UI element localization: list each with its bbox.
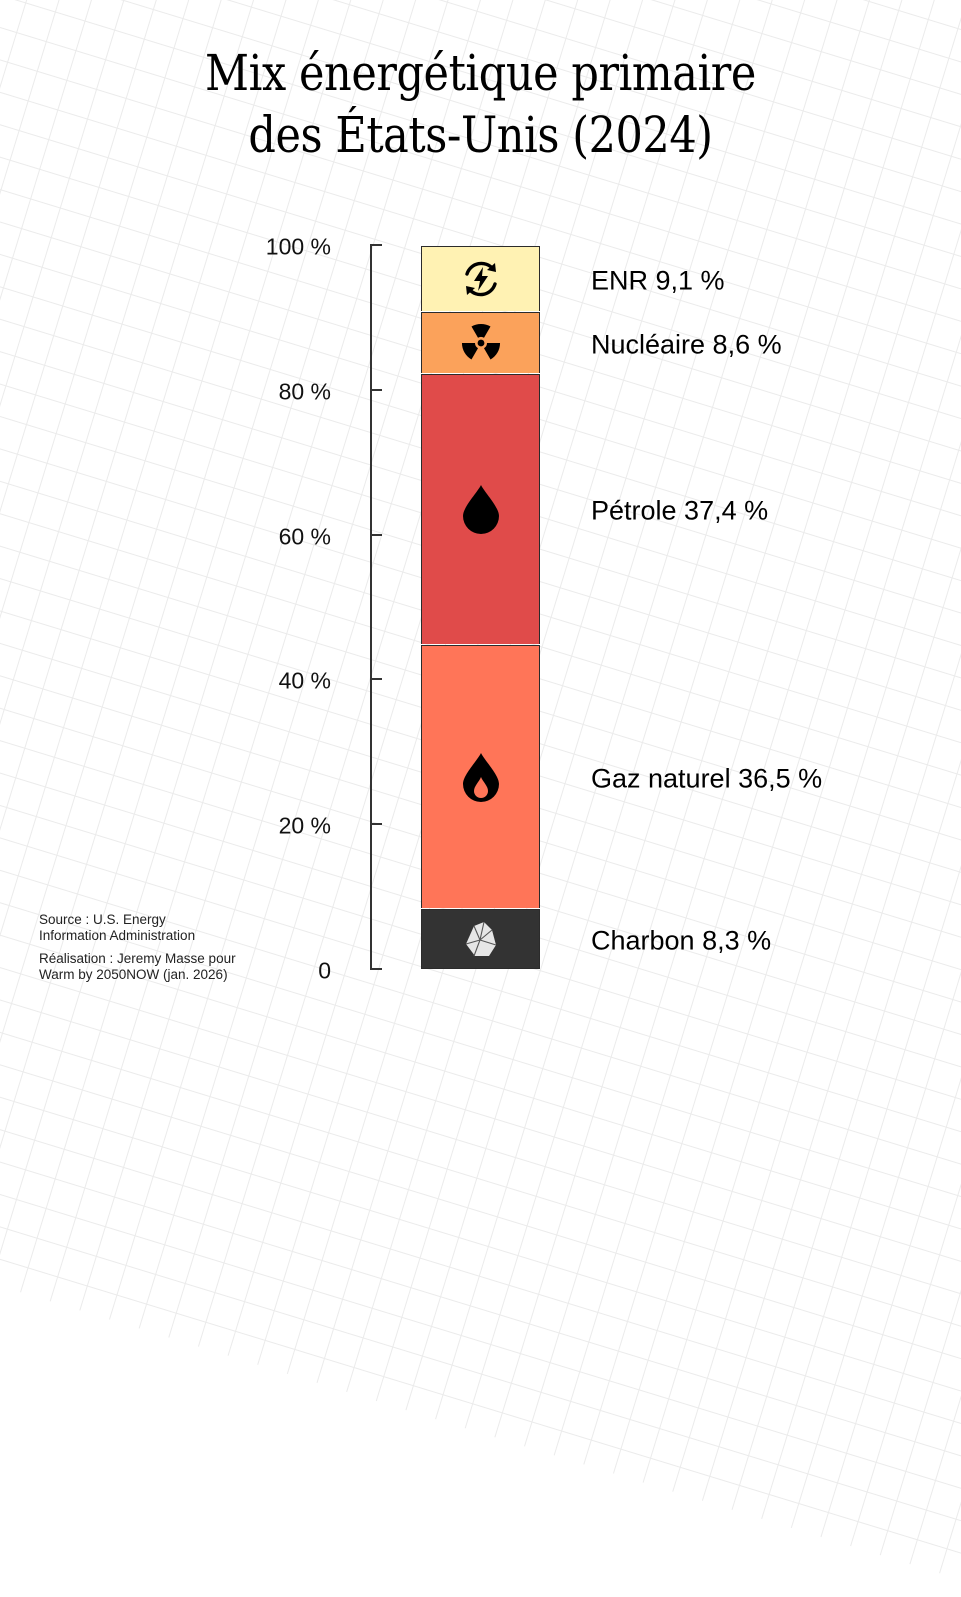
y-axis-tick — [370, 823, 382, 826]
y-axis-tick-label: 80 % — [278, 378, 331, 405]
credit-line-1: Réalisation : Jeremy Masse pour — [39, 951, 236, 966]
y-axis-tick — [370, 533, 382, 536]
y-axis-tick-label: 100 % — [265, 233, 331, 260]
y-axis-tick-label: 20 % — [278, 812, 331, 839]
y-axis-tick — [370, 388, 382, 391]
source-note: Source : U.S. Energy Information Adminis… — [39, 912, 195, 944]
radiation-icon — [461, 323, 500, 360]
source-line-1: Source : U.S. Energy — [39, 912, 166, 927]
segment-label-petrole: Pétrole 37,4 % — [591, 495, 769, 526]
renewable-energy-icon — [464, 261, 497, 296]
segment-label-enr: ENR 9,1 % — [591, 265, 725, 296]
y-axis-line — [370, 244, 372, 970]
segment-label-charbon: Charbon 8,3 % — [591, 925, 772, 956]
oil-drop-icon — [462, 485, 499, 535]
credit-note: Réalisation : Jeremy Masse pour Warm by … — [39, 951, 236, 983]
segment-charbon — [421, 908, 540, 969]
title-line-2: des États-Unis (2024) — [248, 106, 713, 164]
credit-line-2: Warm by 2050NOW (jan. 2026) — [39, 967, 228, 982]
chart-title: Mix énergétique primaire des États-Unis … — [67, 42, 893, 166]
source-line-2: Information Administration — [39, 928, 196, 943]
segment-petrole — [421, 373, 540, 644]
segment-nucleaire — [421, 311, 540, 373]
segment-gaz — [421, 644, 540, 908]
y-axis-tick — [370, 678, 382, 681]
segment-label-nucleaire: Nucléaire 8,6 % — [591, 329, 782, 360]
y-axis-tick — [370, 244, 382, 246]
stacked-bar — [421, 244, 540, 970]
y-axis-tick — [370, 968, 382, 970]
segment-enr — [421, 245, 540, 311]
y-axis-tick-label: 40 % — [278, 667, 331, 694]
y-axis-tick-label: 60 % — [278, 523, 331, 550]
segment-label-gaz: Gaz naturel 36,5 % — [591, 763, 823, 794]
title-line-1: Mix énergétique primaire — [205, 44, 756, 102]
coal-rock-icon — [465, 921, 496, 957]
gas-flame-icon — [462, 752, 499, 802]
y-axis-tick-label: 0 — [318, 957, 331, 984]
